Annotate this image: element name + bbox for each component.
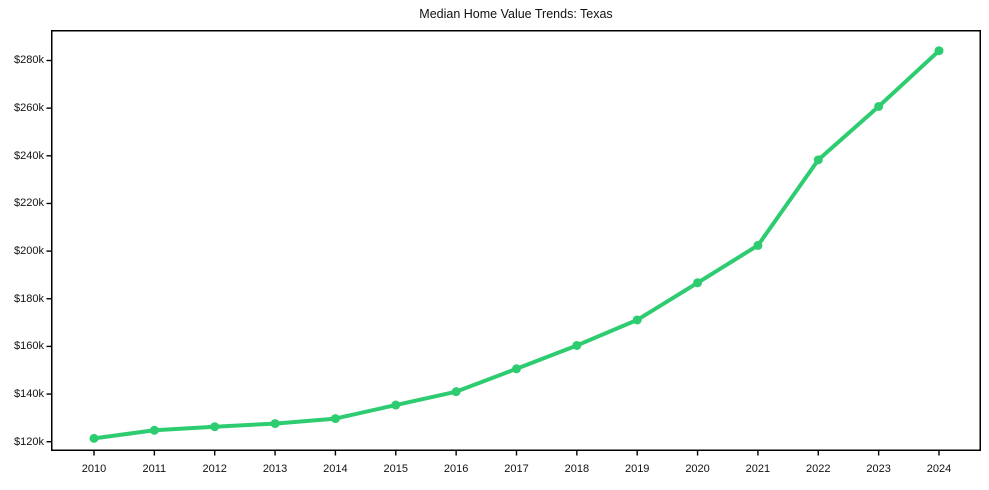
data-point-marker xyxy=(874,101,884,111)
x-tick-label: 2013 xyxy=(262,463,288,475)
y-tick-label: $260k xyxy=(14,102,44,115)
x-tick-label: 2012 xyxy=(202,463,227,475)
x-tick-label: 2015 xyxy=(383,463,409,475)
data-point-marker xyxy=(632,315,642,325)
chart-title: Median Home Value Trends: Texas xyxy=(419,7,613,21)
x-tick-label: 2019 xyxy=(624,463,650,475)
data-point-marker xyxy=(813,155,823,165)
chart-canvas xyxy=(46,30,981,456)
y-tick-label: $140k xyxy=(14,388,44,401)
x-tick-label: 2016 xyxy=(443,463,469,475)
data-point-marker xyxy=(451,387,461,397)
x-tick-label: 2010 xyxy=(81,463,107,475)
y-tick-label: $280k xyxy=(14,54,44,67)
data-point-marker xyxy=(934,46,944,56)
x-tick-label: 2017 xyxy=(504,463,529,475)
y-tick-label: $220k xyxy=(14,197,44,210)
data-point-marker xyxy=(391,400,401,410)
y-tick-label: $200k xyxy=(14,245,44,258)
line-series xyxy=(92,48,941,441)
data-point-marker xyxy=(89,433,99,443)
data-point-marker xyxy=(572,340,582,350)
x-tick-label: 2022 xyxy=(806,463,831,475)
data-point-marker xyxy=(210,422,220,432)
y-tick-label: $120k xyxy=(14,435,44,448)
x-tick-label: 2023 xyxy=(866,463,891,475)
y-tick-label: $180k xyxy=(14,292,44,305)
data-point-marker xyxy=(270,419,280,429)
data-point-marker xyxy=(753,240,763,250)
data-point-marker xyxy=(330,414,340,424)
x-tick-label: 2024 xyxy=(926,463,952,475)
x-tick-label: 2014 xyxy=(323,463,348,475)
x-tick-label: 2021 xyxy=(745,463,771,475)
data-point-marker xyxy=(149,425,159,435)
x-tick-label: 2018 xyxy=(564,463,590,475)
plot-border xyxy=(51,30,981,451)
x-tick-label: 2011 xyxy=(142,463,167,475)
y-tick-label: $160k xyxy=(14,340,44,353)
x-tick-label: 2020 xyxy=(685,463,710,475)
y-tick-label: $240k xyxy=(14,149,44,162)
data-point-marker xyxy=(693,278,703,288)
data-point-marker xyxy=(511,364,521,374)
